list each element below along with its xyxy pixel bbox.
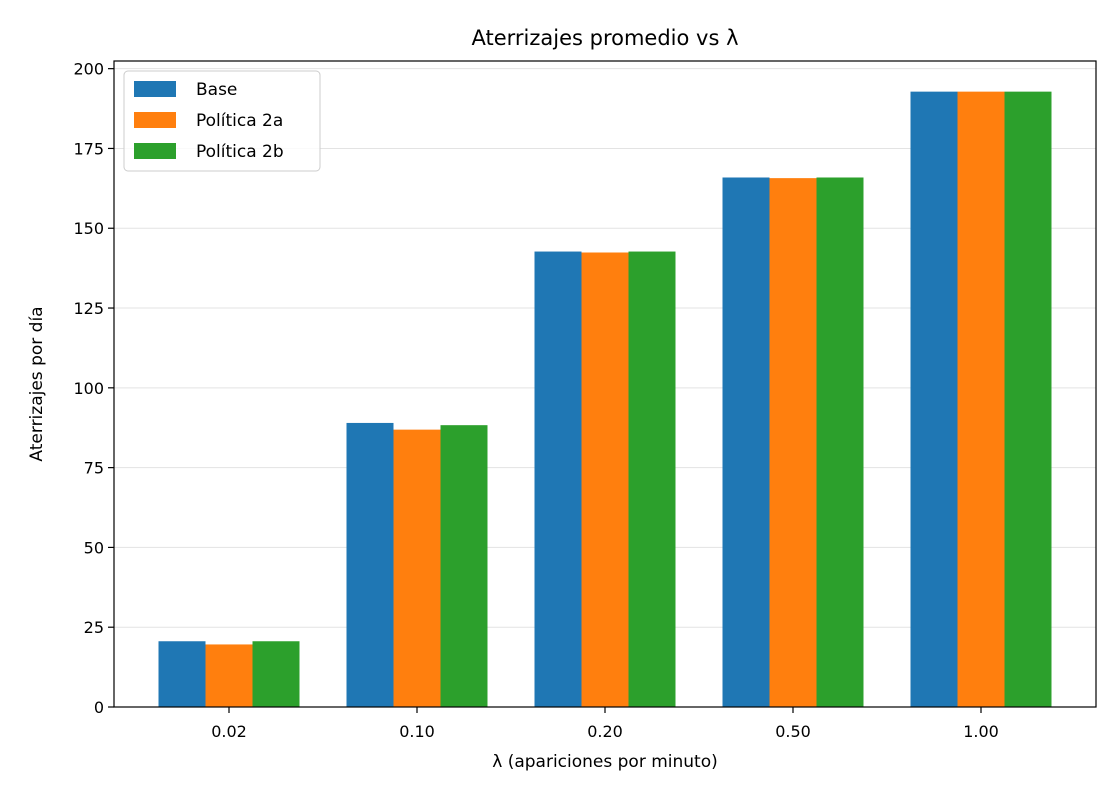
bar-pol-tica-2b-0.50: [816, 177, 864, 707]
legend-label: Política 2b: [196, 142, 284, 162]
bar-base-0.02: [158, 641, 206, 707]
bar-pol-tica-2b-0.02: [252, 641, 300, 707]
y-tick-label: 100: [73, 379, 104, 398]
y-tick-label: 50: [84, 538, 104, 557]
bar-pol-tica-2a-0.20: [581, 252, 629, 707]
y-tick-label: 175: [73, 139, 104, 158]
x-tick-label: 0.10: [399, 722, 435, 741]
x-tick-label: 1.00: [963, 722, 999, 741]
x-tick-label: 0.02: [211, 722, 247, 741]
bar-pol-tica-2a-0.50: [769, 178, 817, 707]
x-axis-label: λ (apariciones por minuto): [492, 752, 718, 772]
legend-label: Política 2a: [196, 111, 283, 131]
bar-base-0.20: [534, 251, 582, 707]
y-tick-label: 125: [73, 299, 104, 318]
legend-label: Base: [196, 80, 237, 100]
bars: [158, 91, 1052, 707]
x-tick-label: 0.20: [587, 722, 623, 741]
legend-swatch: [134, 143, 176, 159]
bar-base-1.00: [910, 91, 958, 707]
bar-base-0.10: [346, 422, 394, 707]
bar-pol-tica-2a-0.10: [393, 429, 441, 707]
y-tick-label: 150: [73, 219, 104, 238]
y-axis-label: Aterrizajes por día: [27, 306, 47, 461]
legend-swatch: [134, 112, 176, 128]
bar-base-0.50: [722, 177, 770, 707]
bar-pol-tica-2a-0.02: [205, 644, 253, 707]
y-tick-label: 200: [73, 60, 104, 79]
y-tick-label: 75: [84, 459, 104, 478]
chart-title: Aterrizajes promedio vs λ: [471, 26, 738, 50]
bar-pol-tica-2a-1.00: [957, 91, 1005, 707]
legend: Base Política 2a Política 2b: [123, 70, 321, 172]
axis-ticks: 0 25 50 75 100 125 150 175 200 0.02 0.10 0.20 0.50 1.…: [73, 60, 998, 741]
y-tick-label: 25: [84, 618, 104, 637]
legend-swatch: [134, 81, 176, 97]
y-tick-label: 0: [94, 698, 104, 717]
bar-pol-tica-2b-1.00: [1004, 91, 1052, 707]
bar-pol-tica-2b-0.10: [440, 425, 488, 707]
bar-pol-tica-2b-0.20: [628, 251, 676, 707]
x-tick-label: 0.50: [775, 722, 811, 741]
